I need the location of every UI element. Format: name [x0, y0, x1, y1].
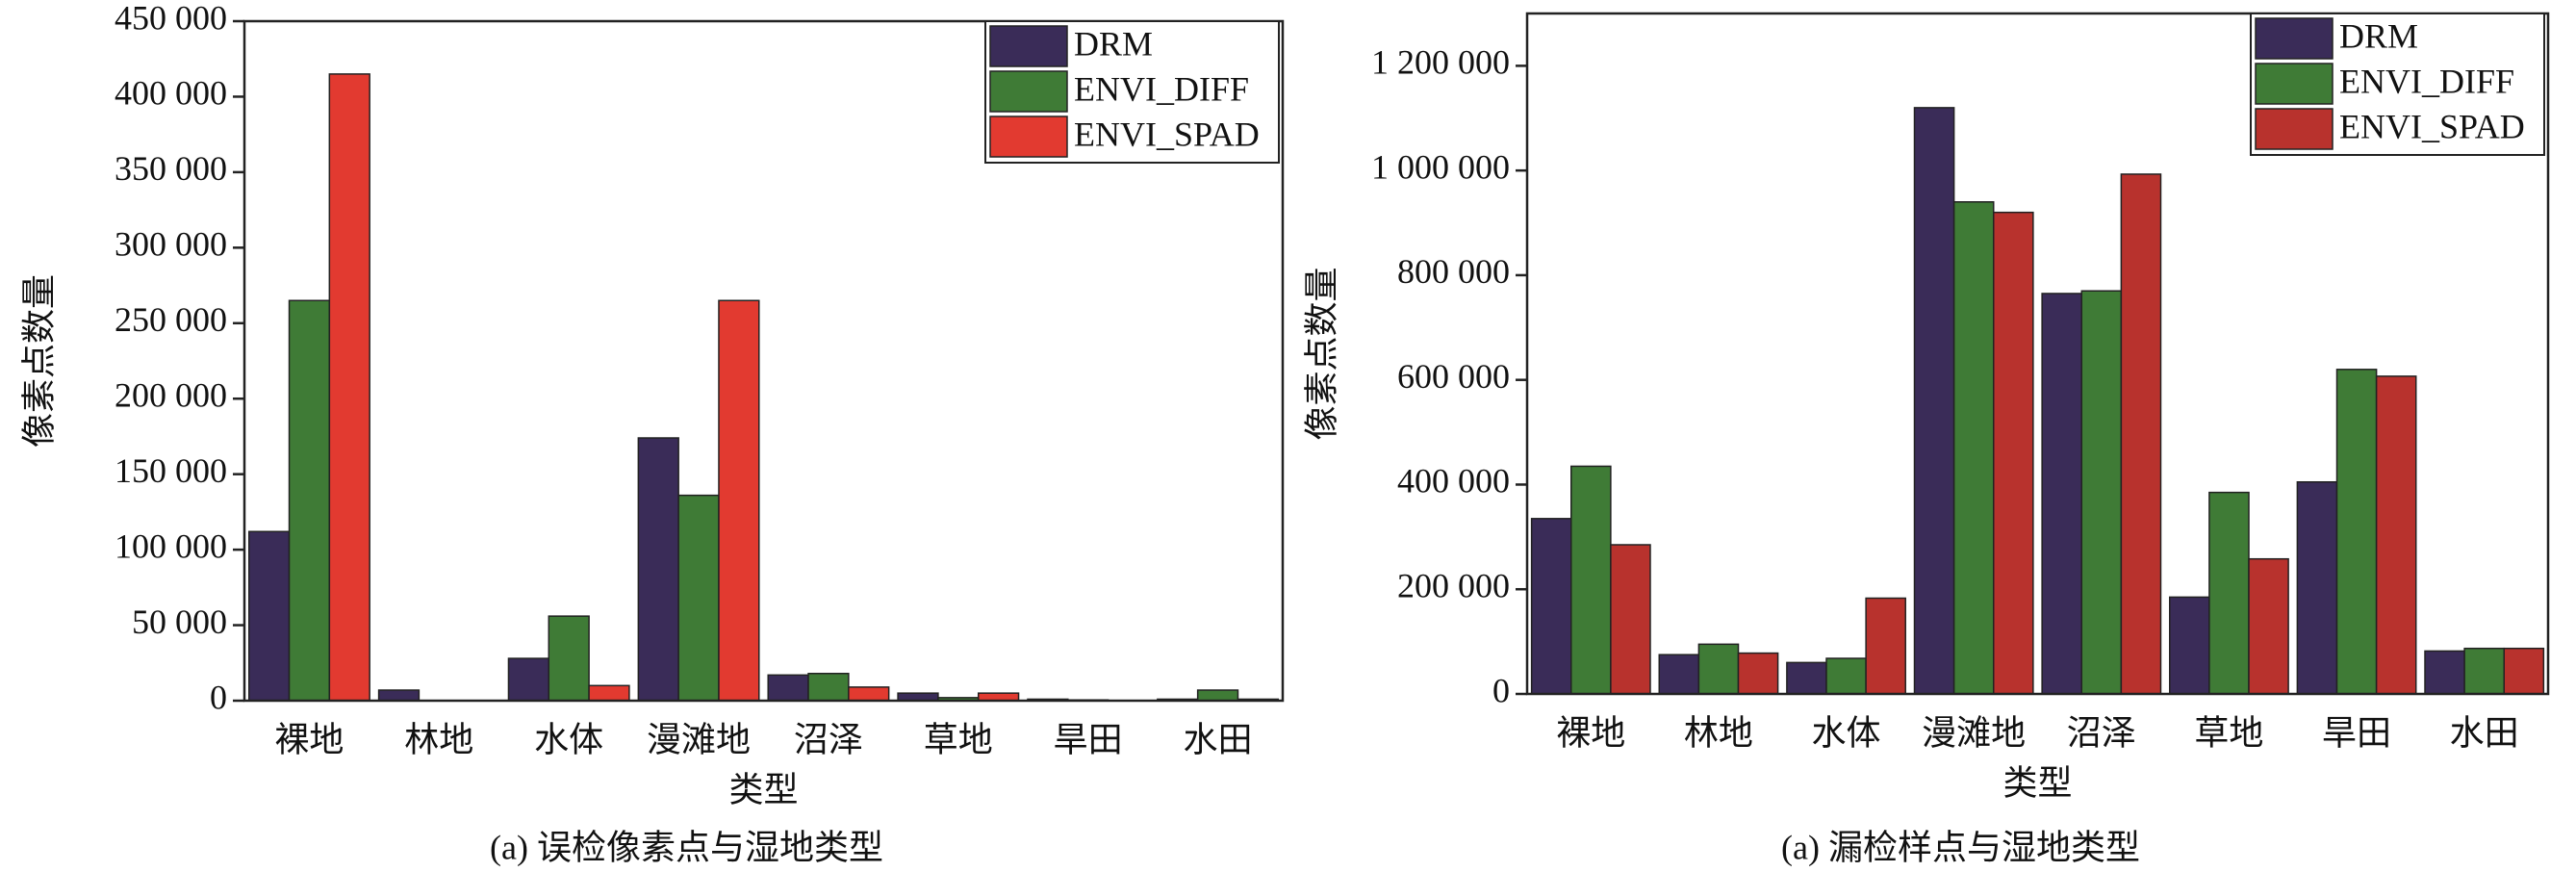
- y-axis-label: 像素点数量: [1302, 267, 1340, 440]
- y-tick-label: 50 000: [132, 603, 227, 641]
- x-tick-label: 漫滩地: [647, 720, 751, 758]
- bar: [288, 299, 331, 702]
- plot-frame: [242, 19, 1285, 703]
- bar: [718, 299, 760, 702]
- bar: [377, 689, 421, 702]
- bar: [1952, 201, 1995, 695]
- x-tick-label: 裸地: [1556, 713, 1625, 752]
- x-tick-label: 旱田: [1054, 720, 1123, 758]
- bar: [807, 673, 850, 702]
- y-tick-label: 350 000: [115, 149, 227, 188]
- x-tick-label: 沼泽: [2067, 713, 2136, 752]
- bar: [548, 615, 590, 702]
- y-tick-label: 600 000: [1397, 357, 1510, 396]
- bar: [328, 73, 370, 702]
- x-tick-label: 沼泽: [794, 720, 863, 758]
- bar: [2208, 491, 2250, 695]
- legend-label: DRM: [2339, 16, 2418, 55]
- x-tick-label: 水体: [534, 720, 603, 758]
- bar: [588, 684, 630, 702]
- caption: (a) 误检像素点与湿地类型: [490, 828, 883, 866]
- bar: [2080, 290, 2123, 695]
- legend-label: DRM: [1074, 24, 1153, 63]
- y-tick-label: 1 200 000: [1371, 43, 1510, 82]
- x-tick-label: 林地: [404, 720, 473, 758]
- x-tick-label: 水田: [2450, 713, 2519, 752]
- legend-swatch: [989, 115, 1068, 158]
- bar: [637, 437, 679, 702]
- bar: [1530, 518, 1572, 695]
- bar: [1865, 597, 1906, 695]
- y-tick-label: 200 000: [115, 375, 227, 414]
- bar: [1825, 657, 1867, 695]
- bar: [247, 530, 291, 702]
- y-tick-label: 0: [210, 678, 227, 716]
- bar: [2041, 293, 2083, 695]
- legend-swatch: [2255, 63, 2334, 105]
- legend-swatch: [989, 25, 1068, 67]
- plot-frame: [1525, 12, 2550, 696]
- x-axis-label: 类型: [728, 770, 798, 808]
- bar: [767, 674, 809, 702]
- x-tick-label: 草地: [2194, 713, 2263, 752]
- bar: [1658, 654, 1700, 695]
- legend-label: ENVI_SPAD: [1074, 115, 1260, 153]
- bar: [2335, 369, 2378, 695]
- y-axis-label: 像素点数量: [19, 274, 58, 448]
- legend-label: ENVI_DIFF: [1074, 69, 1249, 108]
- x-tick-label: 水田: [1184, 720, 1253, 758]
- bar: [2503, 647, 2545, 695]
- bar: [2375, 375, 2417, 695]
- bar: [2463, 647, 2505, 695]
- legend-swatch: [2255, 108, 2334, 150]
- bar: [1610, 544, 1651, 695]
- bar: [1913, 107, 1955, 695]
- bar: [2169, 596, 2210, 695]
- y-tick-label: 100 000: [115, 526, 227, 565]
- y-tick-label: 400 000: [115, 74, 227, 113]
- bar: [1570, 465, 1612, 695]
- y-tick-label: 0: [1492, 671, 1510, 709]
- y-tick-label: 800 000: [1397, 252, 1510, 291]
- legend-label: ENVI_SPAD: [2339, 107, 2525, 145]
- y-tick-label: 250 000: [115, 300, 227, 339]
- x-tick-label: 水体: [1812, 713, 1881, 752]
- legend-label: ENVI_DIFF: [2339, 62, 2514, 100]
- y-tick-label: 450 000: [115, 0, 227, 37]
- bar: [848, 686, 890, 702]
- x-tick-label: 林地: [1684, 713, 1753, 752]
- legend-swatch: [2255, 17, 2334, 60]
- y-tick-label: 200 000: [1397, 566, 1510, 604]
- bar: [2120, 173, 2162, 695]
- bar: [2248, 557, 2289, 695]
- y-tick-label: 1 000 000: [1371, 147, 1510, 186]
- bar: [1196, 689, 1239, 702]
- x-tick-label: 旱田: [2322, 713, 2391, 752]
- bar: [2424, 650, 2465, 695]
- bar: [1786, 661, 1827, 695]
- x-tick-label: 草地: [924, 720, 993, 758]
- x-axis-label: 类型: [2002, 763, 2072, 802]
- bar: [1992, 211, 2034, 695]
- bar: [1697, 643, 1740, 695]
- y-tick-label: 300 000: [115, 225, 227, 264]
- legend-swatch: [989, 70, 1068, 113]
- y-tick-label: 150 000: [115, 451, 227, 490]
- caption: (a) 漏检样点与湿地类型: [1781, 828, 2140, 866]
- y-tick-label: 400 000: [1397, 462, 1510, 500]
- bar: [1737, 652, 1779, 695]
- bar: [677, 494, 720, 702]
- x-tick-label: 漫滩地: [1922, 713, 2026, 752]
- x-tick-label: 裸地: [274, 720, 344, 758]
- bar: [507, 657, 550, 702]
- bar: [2296, 480, 2338, 695]
